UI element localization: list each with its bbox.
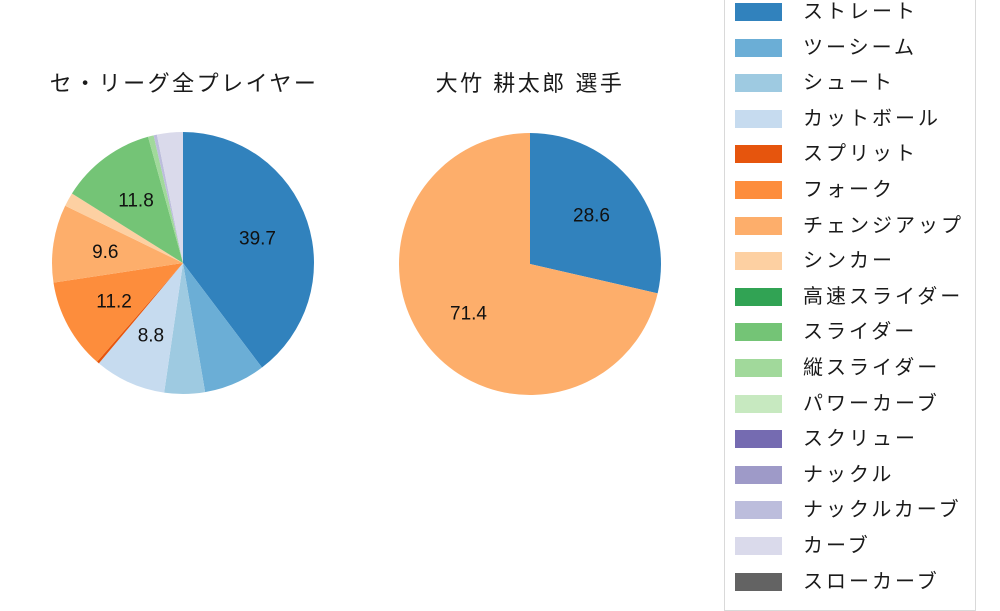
legend-item-label: ストレート <box>803 1 918 23</box>
legend-item-label: カーブ <box>803 535 871 557</box>
pie-slice-value-label: 28.6 <box>573 206 610 227</box>
legend-item: パワーカーブ <box>735 392 940 415</box>
legend-swatch <box>735 572 782 591</box>
pie-slice-value-label: 11.2 <box>96 292 132 313</box>
pie-slice <box>398 133 658 396</box>
legend-item-label: 縦スライダー <box>803 357 941 379</box>
legend-item: カットボール <box>735 107 941 130</box>
legend-swatch <box>735 430 782 449</box>
league-pie-title: セ・リーグ全プレイヤー <box>49 71 319 96</box>
pie-slice-value-label: 39.7 <box>239 229 276 250</box>
pie-slice-value-label: 11.8 <box>118 191 154 212</box>
player-pie-chart: 28.6 71.4 <box>398 133 661 396</box>
legend-swatch <box>735 252 782 271</box>
legend-item: スプリット <box>735 143 918 166</box>
legend-swatch <box>735 287 782 306</box>
legend-item: スライダー <box>735 321 918 344</box>
legend-item-label: シンカー <box>803 250 895 273</box>
legend-item: 高速スライダー <box>735 285 964 308</box>
legend-item: 縦スライダー <box>735 357 941 379</box>
legend-item-label: ナックル <box>803 463 895 486</box>
pie-slice <box>153 134 183 263</box>
pie-slice <box>164 263 206 394</box>
legend-swatch <box>735 216 782 235</box>
pie-slice <box>156 132 183 263</box>
legend-item: スクリュー <box>735 428 918 451</box>
legend-swatch <box>735 3 782 21</box>
pie-slice <box>65 193 183 263</box>
legend-item: ツーシーム <box>735 36 917 59</box>
pie-slice <box>530 133 661 294</box>
legend-item-label: スローカーブ <box>803 570 940 593</box>
legend-swatch <box>735 38 782 57</box>
legend-item: カーブ <box>735 535 871 557</box>
player-pie-title: 大竹 耕太郎 選手 <box>435 71 625 96</box>
legend-swatch <box>735 145 782 164</box>
legend-swatch <box>735 109 782 128</box>
legend-swatch <box>735 74 782 93</box>
legend-item-label: ナックルカーブ <box>803 499 962 522</box>
pie-slice <box>148 135 183 263</box>
legend-swatch <box>735 537 782 555</box>
legend-item: フォーク <box>735 179 895 201</box>
pie-slice <box>183 132 314 368</box>
legend-swatch <box>735 501 782 520</box>
league-pie-chart: 39.7 8.8 11.2 9.6 11.8 <box>52 132 314 394</box>
pie-slice-value-label: 8.8 <box>138 325 164 346</box>
legend-item: ストレート <box>735 1 918 23</box>
legend-item: スローカーブ <box>735 570 940 593</box>
pie-slice-value-label: 9.6 <box>92 242 118 263</box>
pie-slice <box>98 263 183 393</box>
legend-item-label: スライダー <box>803 321 918 344</box>
legend: ストレートツーシームシュートカットボール スプリットフォークチェンジアップ シンカー… <box>724 0 976 611</box>
legend-item-label: チェンジアップ <box>803 214 964 237</box>
pie-slice <box>96 263 183 364</box>
legend-item-label: フォーク <box>803 179 895 201</box>
legend-item-label: ツーシーム <box>803 36 917 59</box>
legend-item-label: カットボール <box>803 107 941 130</box>
pie-slice <box>183 263 262 393</box>
legend-item: シンカー <box>735 250 895 273</box>
legend-item: ナックル <box>735 463 895 486</box>
legend-swatch <box>735 359 782 377</box>
pie-slice-value-label: 71.4 <box>450 304 487 325</box>
legend-item-label: スプリット <box>803 143 918 166</box>
legend-item-label: 高速スライダー <box>803 285 964 308</box>
legend-item-label: スクリュー <box>803 428 918 451</box>
legend-item-label: パワーカーブ <box>803 392 940 415</box>
pie-slice <box>53 263 184 362</box>
legend-item: シュート <box>735 72 895 95</box>
legend-swatch <box>735 323 782 342</box>
legend-swatch <box>735 181 782 199</box>
legend-swatch <box>735 465 782 484</box>
legend-item: チェンジアップ <box>735 214 964 237</box>
pie-slice <box>52 205 184 283</box>
legend-item: ナックルカーブ <box>735 499 962 522</box>
legend-swatch <box>735 394 782 413</box>
pie-slice <box>71 136 183 263</box>
legend-item-label: シュート <box>803 72 895 95</box>
